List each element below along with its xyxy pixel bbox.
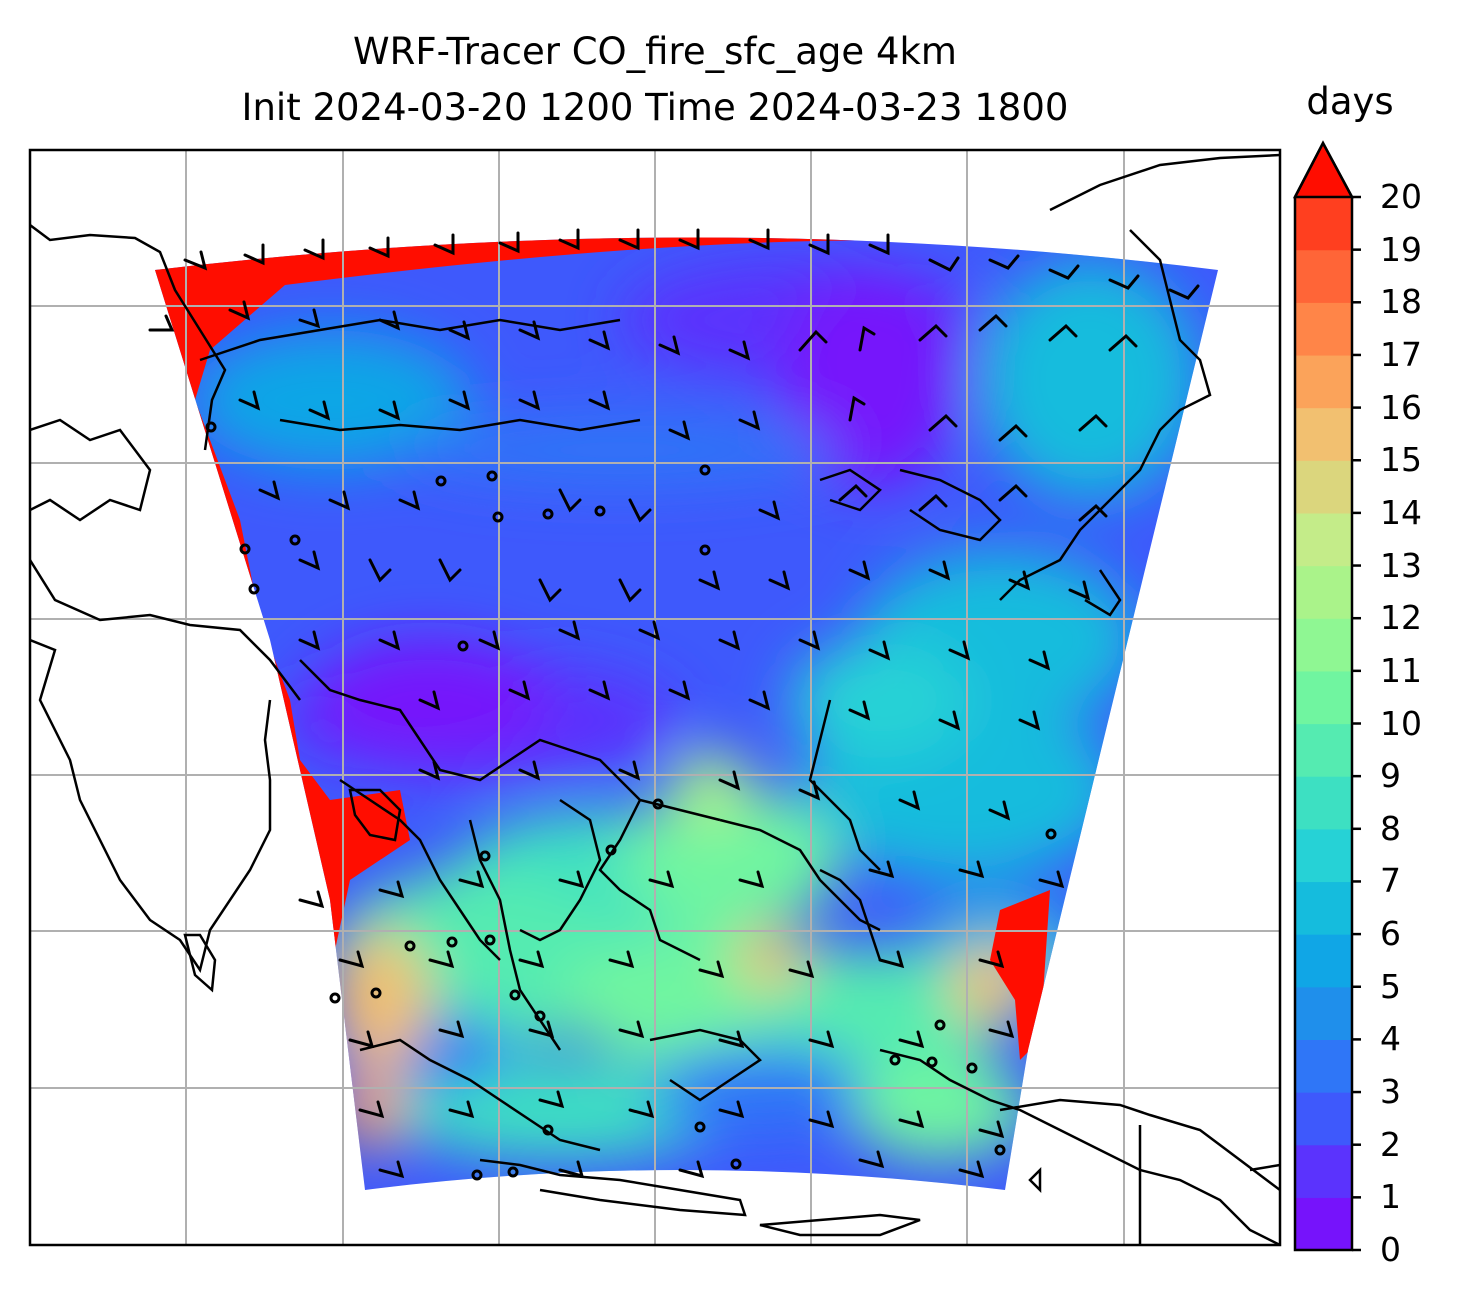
colorbar-segment <box>1295 512 1352 567</box>
colorbar-segment <box>1295 1092 1352 1146</box>
wind-barbs <box>148 228 1200 1179</box>
colorbar-tick-label: 19 <box>1380 229 1422 269</box>
figure-subtitle: Init 2024-03-20 1200 Time 2024-03-23 180… <box>241 86 1069 129</box>
calm-wind-circles <box>205 421 1057 1181</box>
colorbar-tick-label: 9 <box>1380 756 1401 796</box>
colorbar-segment <box>1295 407 1352 461</box>
colorbar-segment <box>1295 618 1352 672</box>
colorbar <box>1295 197 1352 1251</box>
colorbar-tick-label: 6 <box>1380 914 1401 954</box>
colorbar-ticks <box>1352 195 1361 1252</box>
colorbar-tick-label: 8 <box>1380 808 1401 848</box>
colorbar-tick-label: 1 <box>1380 1177 1401 1217</box>
colorbar-segment <box>1295 670 1352 725</box>
colorbar-tick-label: 18 <box>1380 282 1422 322</box>
colorbar-segment <box>1295 1039 1352 1093</box>
colorbar-tick-label: 3 <box>1380 1072 1401 1112</box>
colorbar-tick-label: 13 <box>1380 545 1422 585</box>
colorbar-segment <box>1295 302 1352 356</box>
colorbar-segment <box>1295 723 1352 777</box>
colorbar-segment <box>1295 460 1352 514</box>
colorbar-tick-label: 12 <box>1380 598 1422 638</box>
colorbar-segment <box>1295 934 1352 988</box>
colorbar-segment <box>1295 1197 1352 1251</box>
colorbar-segment <box>1295 776 1352 830</box>
figure-title: WRF-Tracer CO_fire_sfc_age 4km <box>353 30 957 73</box>
colorbar-tick-label: 15 <box>1380 440 1422 480</box>
colorbar-tick-label: 14 <box>1380 492 1422 532</box>
colorbar-tick-label: 20 <box>1380 177 1422 216</box>
colorbar-segment <box>1295 249 1352 303</box>
colorbar-segment <box>1295 828 1352 883</box>
colorbar-segment <box>1295 881 1352 935</box>
colorbar-tick-label: 16 <box>1380 387 1422 427</box>
colorbar-tick-label: 0 <box>1380 1230 1401 1269</box>
colorbar-segment <box>1295 354 1352 409</box>
colorbar-segment <box>1295 197 1352 251</box>
colorbar-segment <box>1295 565 1352 619</box>
colorbar-tick-label: 5 <box>1380 966 1401 1006</box>
colorbar-tick-label: 2 <box>1380 1124 1401 1164</box>
colorbar-extend-arrow <box>1292 140 1355 199</box>
colorbar-tick-label: 17 <box>1380 334 1422 374</box>
colorbar-tick-label: 4 <box>1380 1019 1401 1059</box>
coastlines <box>30 153 1280 1245</box>
colorbar-label: days <box>1306 80 1394 123</box>
colorbar-segment <box>1295 1144 1352 1198</box>
map-frame <box>28 148 1282 1247</box>
colorbar-tick-label: 11 <box>1380 650 1422 690</box>
gridlines <box>30 150 1280 1245</box>
colorbar-tick-label: 7 <box>1380 861 1401 901</box>
colorbar-segment <box>1295 986 1352 1040</box>
colorbar-tick-label: 10 <box>1380 703 1422 743</box>
